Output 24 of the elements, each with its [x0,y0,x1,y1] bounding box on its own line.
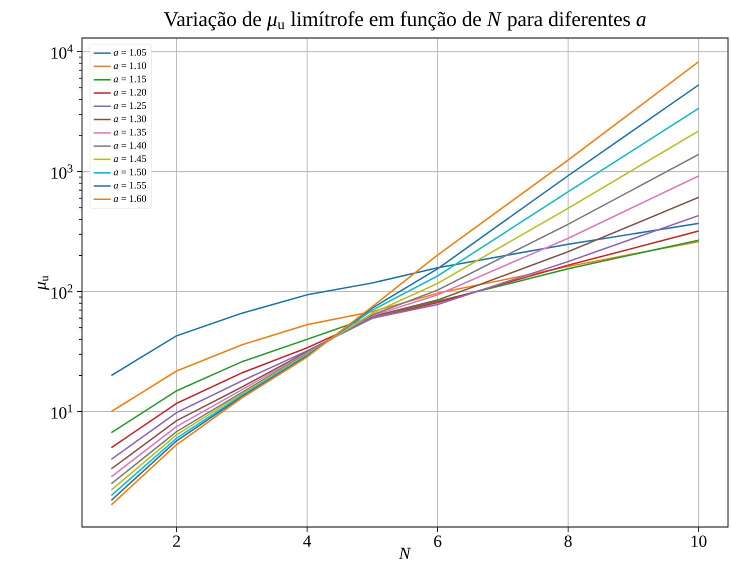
x-axis-title: N [398,548,412,559]
y-tick-label: 10$^{4}$ [52,44,73,59]
x-tick-label: 6 [434,536,442,547]
y-tick-label: 10$^{3}$ [52,164,73,179]
legend-label: a = 1.15 [114,76,146,82]
legend-label: a = 1.45 [114,155,146,162]
legend-label: a = 1.10 [114,62,146,70]
x-tick-label: 10 [692,536,706,547]
legend-label: a = 1.40 [114,142,146,149]
legend-label: a = 1.20 [114,88,146,96]
x-tick-label: 2 [173,536,180,547]
legend-label: a = 1.50 [114,168,146,176]
x-tick-label: 8 [564,536,572,547]
x-tick-label: 4 [303,536,312,547]
legend-label: a = 1.55 [114,182,146,189]
legend-label: a = 1.35 [114,128,146,136]
chart-title: Variação de μ$_{u}$ limítrofe em função de N para diferentes a [164,11,646,30]
legend-label: a = 1.05 [114,49,146,56]
y-tick-label: 10$^{1}$ [52,404,72,419]
legend-label: a = 1.30 [114,115,146,122]
y-axis-title: μ$_{u}$ [38,276,50,290]
legend-label: a = 1.60 [114,195,146,202]
legend-label: a = 1.25 [114,102,146,109]
y-tick-label: 10$^{2}$ [52,284,72,299]
